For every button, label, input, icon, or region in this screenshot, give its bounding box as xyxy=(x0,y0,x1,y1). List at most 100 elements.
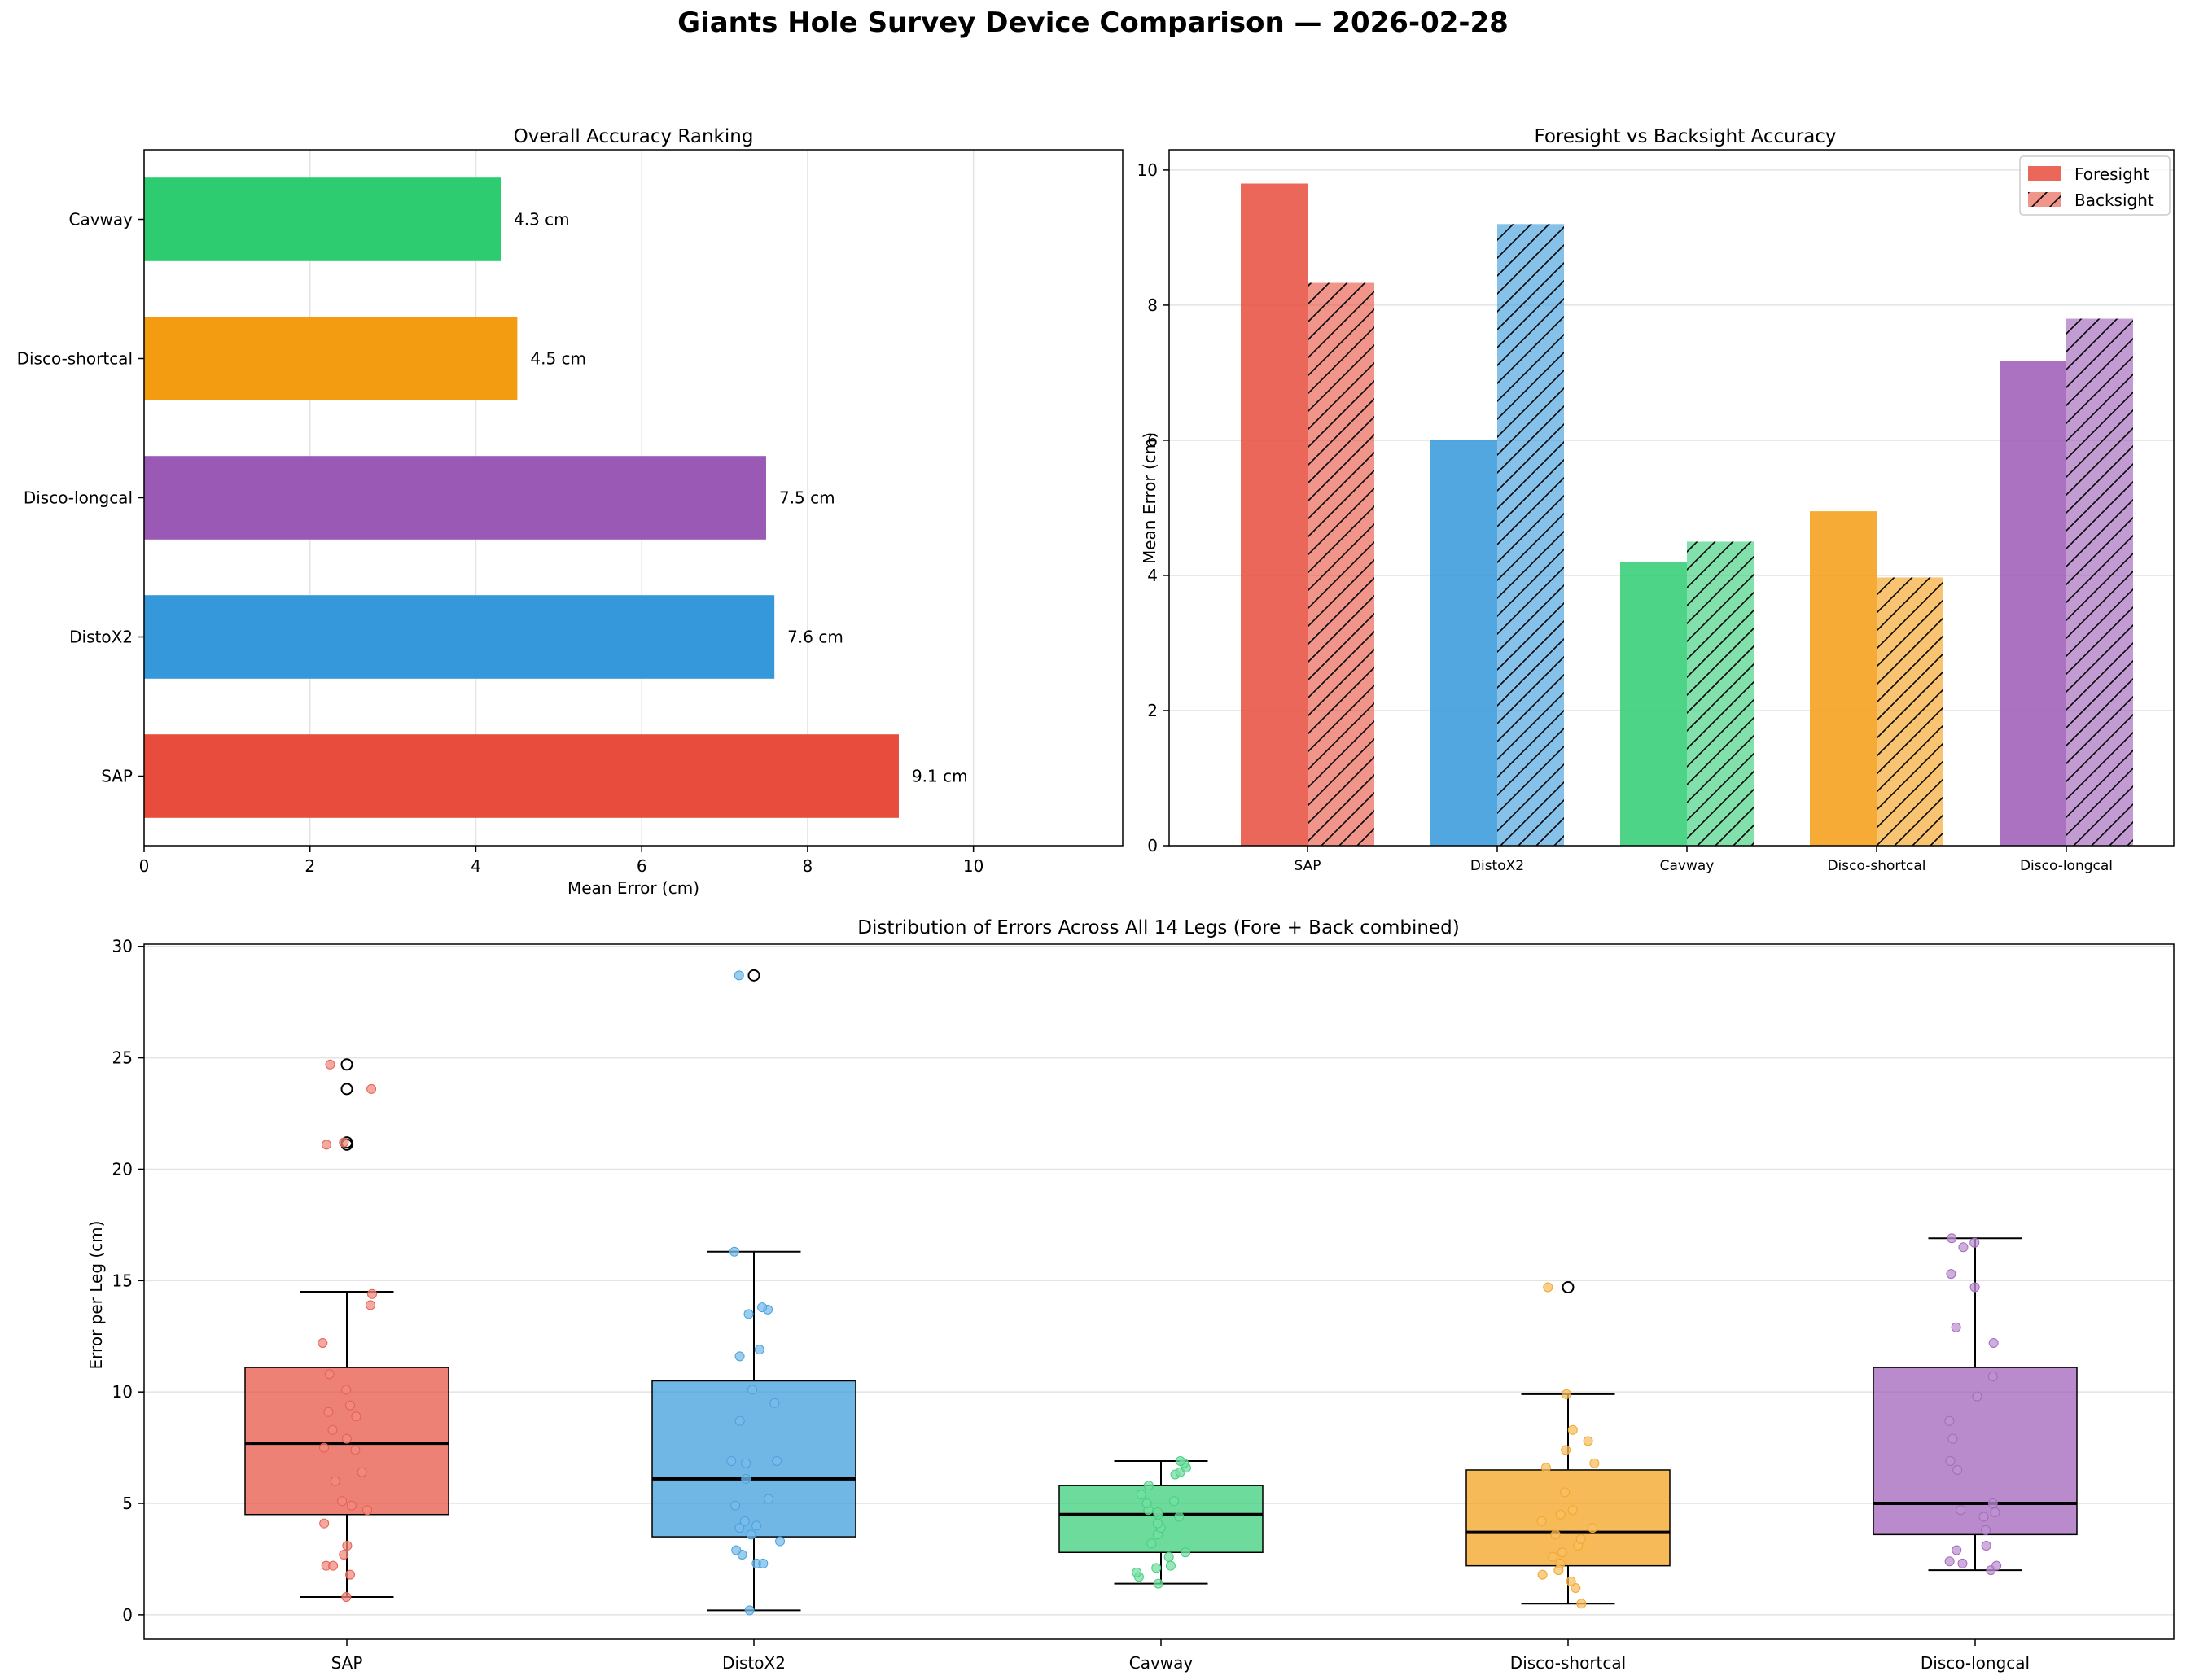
outlier-distox2 xyxy=(747,969,760,982)
y-tick-label: Disco-shortcal xyxy=(17,349,133,369)
data-point-disco-longcal xyxy=(1972,1391,1982,1402)
data-point-sap xyxy=(341,1385,352,1395)
y-tick-label: 0 xyxy=(1147,836,1158,855)
data-point-disco-shortcal xyxy=(1557,1547,1567,1558)
data-point-disco-longcal xyxy=(1947,1433,1958,1444)
backsight-hatch-disco-longcal xyxy=(2066,318,2133,846)
data-point-disco-shortcal xyxy=(1560,1487,1571,1498)
accuracy-ranking-bars: 9.1 cm 7.6 cm 7.5 cm 4.5 cm 4.3 cm xyxy=(144,177,968,818)
backsight-hatch-distox2 xyxy=(1497,224,1564,846)
error-distribution-grid xyxy=(144,945,2174,1616)
x-tick-label: Disco-longcal xyxy=(1921,1653,2030,1673)
data-point-distox2 xyxy=(734,1523,745,1533)
data-point-sap xyxy=(342,1541,353,1551)
box-disco-shortcal xyxy=(1465,1469,1671,1567)
box-cavway xyxy=(1058,1485,1264,1554)
data-point-cavway xyxy=(1153,1578,1163,1589)
error-distribution-axes: SAP DistoX2 Cavway Disco-shortcal Disco-long… xyxy=(112,937,2175,1673)
data-point-disco-shortcal xyxy=(1543,1282,1553,1293)
error-distribution-chart: Distribution of Errors Across All 14 Leg… xyxy=(86,917,2175,1673)
data-point-sap xyxy=(319,1518,330,1529)
data-point-disco-shortcal xyxy=(1561,1389,1571,1399)
y-tick-label: DistoX2 xyxy=(69,628,133,647)
outlier-disco-shortcal xyxy=(1562,1281,1575,1294)
legend-backsight-hatch xyxy=(2028,192,2061,207)
box-distox2 xyxy=(651,1380,856,1538)
x-tick-label: 0 xyxy=(139,856,150,876)
data-point-sap xyxy=(346,1500,357,1511)
bar-value-label: 7.6 cm xyxy=(787,628,843,647)
data-point-disco-longcal xyxy=(1957,1558,1968,1568)
data-point-disco-longcal xyxy=(1951,1322,1961,1332)
y-tick-label: Disco-longcal xyxy=(24,488,133,508)
x-tick-label: 6 xyxy=(637,856,647,876)
data-point-disco-shortcal xyxy=(1536,1516,1547,1526)
data-point-distox2 xyxy=(731,1545,742,1555)
outlier-sap xyxy=(340,1083,353,1096)
data-point-sap xyxy=(330,1476,340,1486)
data-point-disco-longcal xyxy=(1978,1512,1989,1522)
accuracy-ranking-chart: Overall Accuracy Ranking 9.1 cm 7.6 cm 7.5… xyxy=(17,126,1124,898)
data-point-cavway xyxy=(1143,1481,1154,1491)
y-tick-label: 10 xyxy=(112,1382,133,1402)
y-tick-label: 8 xyxy=(1147,295,1158,315)
bar-value-label: 9.1 cm xyxy=(912,767,968,786)
accuracy-ranking-axes: SAP DistoX2 Disco-longcal Disco-shortcal Cav… xyxy=(17,149,1124,876)
data-point-distox2 xyxy=(744,1605,755,1616)
bar-value-label: 4.5 cm xyxy=(530,349,586,369)
data-point-disco-longcal xyxy=(1987,1372,1998,1382)
data-point-disco-shortcal xyxy=(1555,1558,1566,1568)
data-point-cavway xyxy=(1141,1498,1152,1509)
data-point-cavway xyxy=(1175,1456,1185,1467)
fore-back-y-axis-label: Mean Error (cm) xyxy=(1140,432,1159,564)
outlier-sap xyxy=(340,1058,353,1071)
error-distribution-y-axis-label: Error per Leg (cm) xyxy=(86,1221,106,1370)
data-point-distox2 xyxy=(746,1529,756,1540)
data-point-distox2 xyxy=(741,1458,751,1468)
data-point-disco-shortcal xyxy=(1576,1599,1587,1609)
y-tick-label: 2 xyxy=(1147,701,1158,720)
data-point-cavway xyxy=(1152,1518,1163,1529)
x-tick-label: DistoX2 xyxy=(1470,858,1524,874)
data-point-disco-shortcal xyxy=(1566,1576,1576,1586)
data-point-disco-longcal xyxy=(1952,1464,1963,1475)
y-tick-label: 15 xyxy=(112,1271,133,1290)
data-point-distox2 xyxy=(726,1456,737,1467)
x-tick-label: Cavway xyxy=(1660,858,1715,874)
data-point-disco-shortcal xyxy=(1540,1463,1551,1473)
data-point-disco-shortcal xyxy=(1588,1523,1598,1533)
foresight-bar-disco-longcal xyxy=(2000,361,2066,846)
y-tick-label: 6 xyxy=(1147,431,1158,450)
data-point-disco-longcal xyxy=(1990,1507,2000,1517)
data-point-sap xyxy=(328,1560,339,1571)
data-point-distox2 xyxy=(734,970,744,981)
plot-frame xyxy=(143,943,2175,1640)
foresight-bar-sap xyxy=(1241,183,1308,846)
data-point-disco-longcal xyxy=(1991,1560,2002,1571)
x-tick-label: 10 xyxy=(963,856,983,876)
data-point-sap xyxy=(344,1400,355,1411)
data-point-disco-shortcal xyxy=(1561,1445,1571,1455)
data-point-disco-longcal xyxy=(1944,1415,1955,1426)
data-point-cavway xyxy=(1174,1512,1185,1522)
plot-frame xyxy=(143,149,1124,847)
legend-foresight-label: Foresight xyxy=(2074,164,2149,184)
data-point-distox2 xyxy=(754,1345,764,1355)
data-point-sap xyxy=(362,1505,373,1516)
y-tick-label: 20 xyxy=(112,1159,133,1179)
accuracy-ranking-x-axis-label: Mean Error (cm) xyxy=(567,878,699,898)
data-point-distox2 xyxy=(769,1398,780,1408)
data-point-sap xyxy=(341,1433,352,1444)
x-tick-label: Disco-shortcal xyxy=(1827,858,1925,874)
data-point-sap xyxy=(327,1424,338,1435)
data-point-sap xyxy=(341,1591,352,1602)
y-tick-label: Cavway xyxy=(68,210,133,230)
data-point-disco-longcal xyxy=(1944,1556,1955,1567)
data-point-cavway xyxy=(1163,1551,1174,1562)
backsight-hatch-sap xyxy=(1308,282,1374,846)
data-point-disco-longcal xyxy=(1987,1498,1998,1509)
data-point-disco-longcal xyxy=(1969,1237,1980,1248)
fore-back-title: Foresight vs Backsight Accuracy xyxy=(1534,126,1836,147)
data-point-sap xyxy=(351,1411,361,1422)
